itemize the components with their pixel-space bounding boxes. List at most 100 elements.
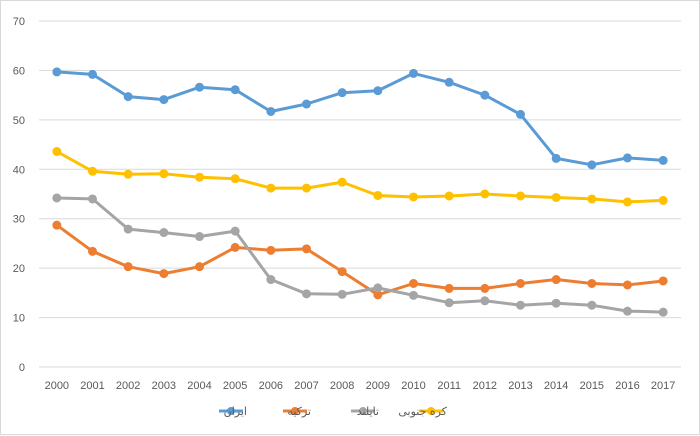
x-tick-label: 2009 xyxy=(366,380,390,392)
data-point xyxy=(159,269,169,279)
data-point xyxy=(444,298,454,308)
data-point xyxy=(302,99,311,109)
data-point xyxy=(266,106,276,116)
legend-label: ترکیه xyxy=(287,405,311,418)
data-point xyxy=(551,298,561,308)
legend-marker-icon xyxy=(427,407,435,415)
data-point xyxy=(658,307,668,317)
data-point xyxy=(195,82,204,92)
legend-label: تایلند xyxy=(357,405,379,418)
data-point xyxy=(337,88,347,98)
series-2 xyxy=(52,193,668,317)
x-tick-label: 2004 xyxy=(187,380,211,392)
data-point xyxy=(409,68,418,78)
data-point xyxy=(123,224,133,234)
x-axis: 2000 2001 2002 2003 2004 2005 2006 2007 2008 2009… xyxy=(45,380,676,392)
y-tick-label: 60 xyxy=(13,65,25,77)
x-tick-label: 2010 xyxy=(401,380,425,392)
data-point xyxy=(444,283,454,293)
data-point xyxy=(337,177,347,187)
data-point xyxy=(302,183,311,193)
data-point xyxy=(444,191,454,201)
data-point xyxy=(123,169,133,179)
series-3 xyxy=(52,146,668,207)
legend-marker-icon xyxy=(291,407,299,415)
data-point xyxy=(623,306,632,316)
series-0 xyxy=(52,67,668,170)
data-point xyxy=(658,195,668,205)
data-point xyxy=(52,146,62,156)
series-line xyxy=(55,196,665,314)
data-point xyxy=(409,290,418,300)
x-tick-label: 2000 xyxy=(45,380,69,392)
data-point xyxy=(373,283,383,293)
data-point xyxy=(480,296,490,306)
data-point xyxy=(230,85,240,95)
y-tick-label: 40 xyxy=(13,164,25,176)
x-tick-label: 2017 xyxy=(651,380,675,392)
x-tick-label: 2008 xyxy=(330,380,354,392)
data-point xyxy=(195,262,204,272)
legend-label: کره جنوبی xyxy=(398,405,447,418)
x-tick-label: 2007 xyxy=(294,380,318,392)
data-point xyxy=(52,220,62,230)
data-point xyxy=(551,153,561,163)
data-point xyxy=(551,275,561,285)
data-point xyxy=(88,166,97,176)
legend-marker-icon xyxy=(227,407,235,415)
y-tick-label: 70 xyxy=(13,16,25,28)
x-tick-label: 2014 xyxy=(544,380,568,392)
data-point xyxy=(195,232,204,242)
data-point xyxy=(159,169,169,179)
data-point xyxy=(88,246,97,256)
data-point xyxy=(551,192,561,202)
data-point xyxy=(195,172,204,182)
data-point xyxy=(266,245,276,255)
x-tick-label: 2013 xyxy=(508,380,532,392)
series-line xyxy=(55,223,665,297)
data-point xyxy=(373,190,383,200)
x-tick-label: 2006 xyxy=(259,380,283,392)
x-tick-label: 2002 xyxy=(116,380,140,392)
data-point xyxy=(159,95,169,105)
data-point xyxy=(337,267,347,277)
series xyxy=(52,67,668,317)
data-point xyxy=(516,191,525,201)
data-point xyxy=(658,155,668,165)
legend: ایران ترکیه تایلند کره جنوبی xyxy=(219,405,448,418)
data-point xyxy=(658,276,668,286)
series-line xyxy=(55,70,665,167)
data-point xyxy=(587,278,597,288)
data-point xyxy=(123,92,133,102)
data-point xyxy=(516,278,525,288)
data-point xyxy=(623,197,632,207)
y-tick-label: 10 xyxy=(13,313,25,325)
data-point xyxy=(123,262,133,272)
data-point xyxy=(409,192,418,202)
data-point xyxy=(230,226,240,236)
data-point xyxy=(444,77,454,87)
data-point xyxy=(480,90,490,100)
data-point xyxy=(88,194,97,204)
data-point xyxy=(587,300,597,310)
data-point xyxy=(266,183,276,193)
data-point xyxy=(302,289,311,299)
data-point xyxy=(337,289,347,299)
data-point xyxy=(516,109,525,119)
legend-item: ایران xyxy=(219,405,247,418)
series-line xyxy=(55,150,665,204)
data-point xyxy=(480,283,490,293)
data-point xyxy=(52,193,62,203)
x-tick-label: 2011 xyxy=(437,380,461,392)
data-point xyxy=(480,189,490,199)
legend-item: تایلند xyxy=(351,405,379,418)
series-1 xyxy=(52,220,668,300)
data-point xyxy=(623,280,632,290)
data-point xyxy=(409,278,418,288)
legend-label: ایران xyxy=(224,405,247,418)
data-point xyxy=(516,300,525,310)
data-point xyxy=(159,228,169,238)
data-point xyxy=(266,275,276,285)
